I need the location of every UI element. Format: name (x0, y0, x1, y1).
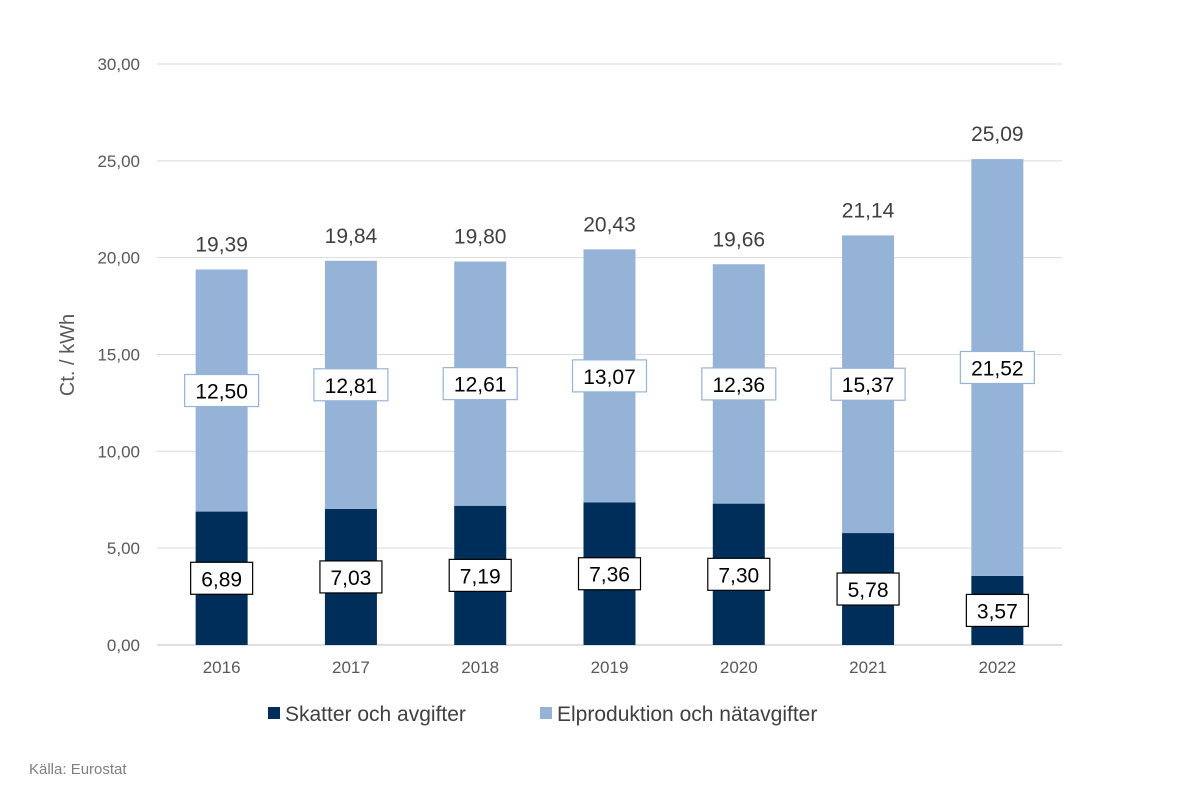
data-label-box (965, 593, 1029, 628)
legend-label: Skatter och avgifter (285, 703, 466, 726)
data-label-box (836, 572, 900, 606)
total-label: 19,39 (195, 233, 248, 256)
legend-label: Elproduktion och nätavgifter (557, 703, 817, 726)
y-axis-title: Ct. / kWh (57, 314, 79, 396)
y-tick-label: 5,00 (107, 539, 140, 558)
total-label: 20,43 (583, 213, 636, 236)
data-label: 7,03 (330, 567, 371, 590)
data-label-box (313, 368, 389, 402)
data-label-box (701, 367, 777, 401)
data-label-box (577, 557, 642, 591)
data-label-box (442, 367, 518, 401)
total-label: 19,84 (325, 225, 378, 248)
data-label-box (319, 560, 383, 594)
x-tick-label: 2016 (203, 658, 241, 677)
legend: Skatter och avgifter Elproduktion och nät… (268, 703, 817, 726)
x-tick-label: 2022 (978, 658, 1016, 677)
data-label-box (184, 373, 260, 408)
source-note: Källa: Eurostat (29, 761, 127, 778)
data-label-box (571, 359, 648, 393)
x-tick-label: 2020 (720, 658, 758, 677)
legend-swatch (540, 707, 552, 719)
y-tick-label: 30,00 (97, 55, 140, 74)
data-label: 12,81 (325, 375, 378, 398)
data-label: 13,07 (583, 366, 636, 389)
labels-layer: 6,89 12,50 19,39 2016 7,03 12,81 19,84 2017 7,19… (184, 123, 1035, 677)
y-tick-label: 25,00 (97, 152, 140, 171)
total-label: 21,14 (842, 200, 895, 223)
x-tick-label: 2019 (591, 658, 629, 677)
data-label: 12,36 (713, 374, 766, 397)
data-label: 12,50 (195, 381, 248, 404)
x-tick-label: 2018 (461, 658, 499, 677)
data-label: 6,89 (201, 568, 242, 591)
data-label: 7,19 (460, 565, 501, 588)
y-tick-label: 20,00 (97, 249, 140, 268)
data-label: 15,37 (842, 374, 895, 397)
data-label: 21,52 (971, 357, 1024, 380)
data-label: 5,78 (848, 579, 889, 602)
data-label-box (448, 558, 512, 592)
legend-swatch (268, 707, 280, 719)
y-tick-label: 10,00 (97, 442, 140, 461)
total-label: 19,80 (454, 226, 507, 249)
data-label: 7,36 (589, 564, 630, 587)
total-label: 19,66 (713, 228, 766, 251)
data-label: 12,61 (454, 374, 507, 397)
total-label: 25,09 (971, 123, 1024, 146)
data-label: 7,30 (718, 564, 759, 587)
data-label-box (959, 350, 1035, 385)
data-label: 3,57 (977, 600, 1018, 623)
data-label-box (830, 367, 906, 401)
x-tick-label: 2017 (332, 658, 370, 677)
y-tick-label: 15,00 (97, 346, 140, 365)
x-tick-label: 2021 (849, 658, 887, 677)
data-label-box (707, 557, 771, 591)
data-label-box (190, 561, 254, 595)
y-tick-label: 0,00 (107, 636, 140, 655)
